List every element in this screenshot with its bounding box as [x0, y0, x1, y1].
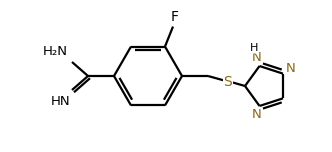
Text: F: F	[171, 10, 179, 24]
Text: HN: HN	[50, 95, 70, 108]
Text: S: S	[224, 75, 232, 89]
Text: N: N	[252, 51, 262, 64]
Text: H₂N: H₂N	[43, 45, 68, 58]
Text: N: N	[252, 108, 262, 121]
Text: H: H	[249, 43, 258, 53]
Text: N: N	[286, 62, 295, 75]
